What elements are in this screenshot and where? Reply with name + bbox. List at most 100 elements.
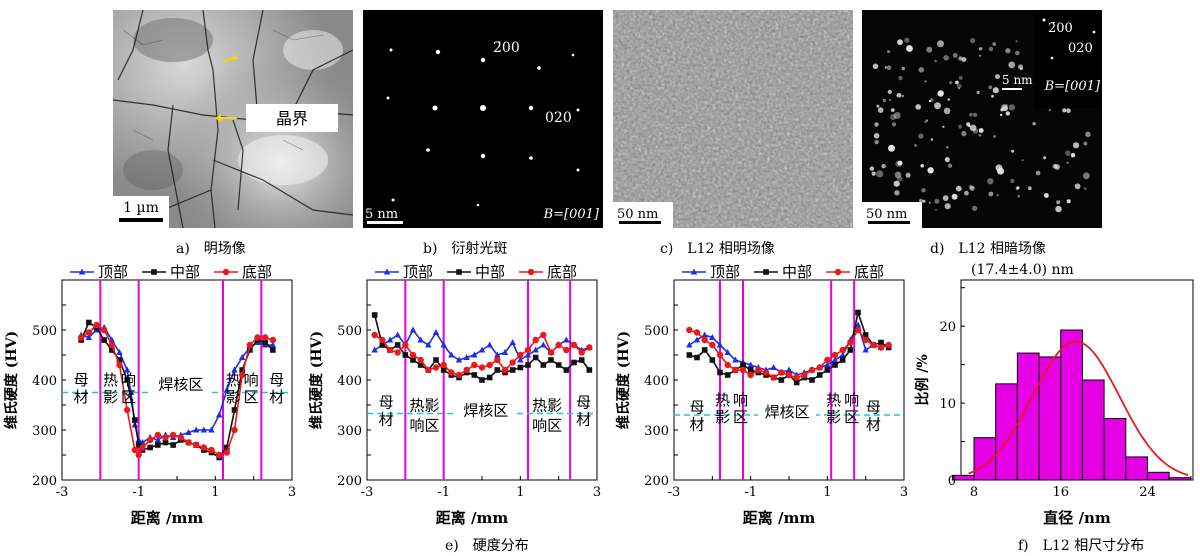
- zone-label-char: 热: [226, 371, 241, 389]
- legend-marker: [383, 268, 391, 275]
- x-tick-label: -3: [361, 485, 374, 500]
- precipitate-dot: [1008, 61, 1016, 69]
- data-point-bottom: [162, 434, 169, 441]
- precipitate-dot: [934, 59, 937, 63]
- data-point-mid: [816, 372, 823, 378]
- precipitate-dot: [919, 198, 923, 203]
- histogram-bar: [1103, 417, 1127, 481]
- legend-label: 顶部: [403, 263, 433, 281]
- legend-marker: [78, 268, 86, 275]
- x-tick-label: 16: [1052, 485, 1069, 500]
- precipitate-dot: [1083, 172, 1090, 180]
- data-point-top: [862, 346, 869, 353]
- scale-bar-a: [119, 218, 163, 222]
- histogram-bar: [1168, 477, 1192, 481]
- y-tick-label: 20: [939, 320, 956, 335]
- x-tick-label: -1: [132, 485, 145, 500]
- precipitate-dot: [993, 135, 996, 138]
- precipitate-dot: [971, 205, 978, 212]
- zone-label-line: 响区: [409, 417, 439, 435]
- data-point-bottom: [747, 371, 754, 379]
- precipitate-dot: [987, 178, 994, 185]
- caption-e: e) 硬度分布: [445, 538, 529, 554]
- data-point-bottom: [135, 451, 142, 459]
- zone-label-char: 母: [576, 394, 591, 412]
- data-point-mid: [694, 354, 700, 361]
- zone-label-char: 材: [379, 411, 394, 429]
- precipitate-dot: [928, 99, 932, 103]
- data-point-bottom: [701, 336, 708, 344]
- precipitate-dot: [887, 50, 891, 54]
- data-point-mid: [747, 367, 754, 373]
- data-point-bottom: [847, 339, 854, 346]
- data-point-top: [371, 346, 378, 353]
- data-point-bottom: [716, 351, 724, 359]
- precipitate-dot: [869, 166, 875, 171]
- data-point-top: [854, 321, 862, 328]
- data-point-bottom: [100, 326, 108, 334]
- data-point-bottom: [885, 341, 892, 349]
- data-point-mid: [471, 372, 478, 378]
- precipitate-dot: [898, 75, 903, 81]
- data-point-bottom: [440, 361, 447, 369]
- zone-label-line: 响区: [532, 417, 562, 435]
- zone-label-char: 热: [826, 391, 841, 409]
- plot-frame: [673, 279, 905, 481]
- caption-d: d) L12 相暗场像: [930, 241, 1046, 257]
- data-point-mid: [124, 377, 130, 383]
- x-tick-label: 24: [1139, 485, 1156, 500]
- precipitate-dot: [914, 144, 917, 147]
- precipitate-dot: [930, 98, 934, 102]
- precipitate-dot: [1010, 178, 1015, 184]
- precipitate-dot: [964, 190, 969, 196]
- y-tick-label: 300: [337, 424, 362, 439]
- data-point-top: [701, 331, 708, 338]
- data-point-mid: [709, 357, 716, 363]
- data-point-top: [693, 336, 701, 343]
- precipitate-dot: [942, 195, 949, 202]
- data-point-top: [200, 426, 208, 433]
- zone-axis-b: B=[001]: [543, 207, 600, 222]
- data-point-mid: [135, 442, 142, 448]
- legend-marker: [690, 268, 698, 275]
- zone-label-line: 热影: [532, 397, 562, 415]
- precipitate-dot: [904, 37, 910, 43]
- data-point-bottom: [394, 349, 401, 356]
- zone-label-char: 区: [244, 388, 259, 406]
- data-point-bottom: [839, 346, 846, 354]
- precipitate-dot: [927, 167, 934, 174]
- zone-label-char: 响: [121, 371, 136, 389]
- data-point-mid: [270, 347, 276, 353]
- data-point-mid: [509, 367, 516, 373]
- data-point-mid: [147, 444, 153, 451]
- size-annotation: (17.4±4.0) nm: [971, 262, 1074, 278]
- data-point-top: [432, 329, 440, 335]
- scale-label-b: 5 nm: [365, 207, 398, 222]
- precipitate-dot: [1062, 108, 1067, 113]
- y-axis-label: 维氏硬度 (HV): [3, 331, 20, 429]
- precipitate-dot: [991, 94, 994, 98]
- precipitate-dot: [942, 125, 945, 128]
- precipitate-dot: [1055, 205, 1062, 213]
- data-point-top: [747, 361, 754, 368]
- legend-marker: [456, 269, 462, 275]
- precipitate-dot: [924, 80, 927, 83]
- zone-label-char: 热: [715, 391, 730, 409]
- precipitate-dot: [979, 54, 982, 57]
- precipitate-dot: [1017, 194, 1020, 198]
- precipitate-dot: [995, 164, 1003, 172]
- zone-label: 焊核区: [463, 402, 508, 420]
- data-point-bottom: [223, 449, 231, 456]
- precipitate-dot: [1027, 186, 1032, 191]
- data-point-mid: [239, 367, 245, 373]
- data-point-bottom: [578, 349, 585, 356]
- x-axis-label: 直径 /nm: [1043, 509, 1111, 527]
- data-point-top: [440, 341, 447, 348]
- precipitate-dot: [992, 42, 996, 46]
- precipitate-dot: [969, 124, 977, 132]
- histogram-bar: [1038, 356, 1062, 481]
- data-point-mid: [809, 377, 815, 383]
- precipitate-dot: [888, 144, 895, 152]
- precipitate-dot: [874, 140, 879, 145]
